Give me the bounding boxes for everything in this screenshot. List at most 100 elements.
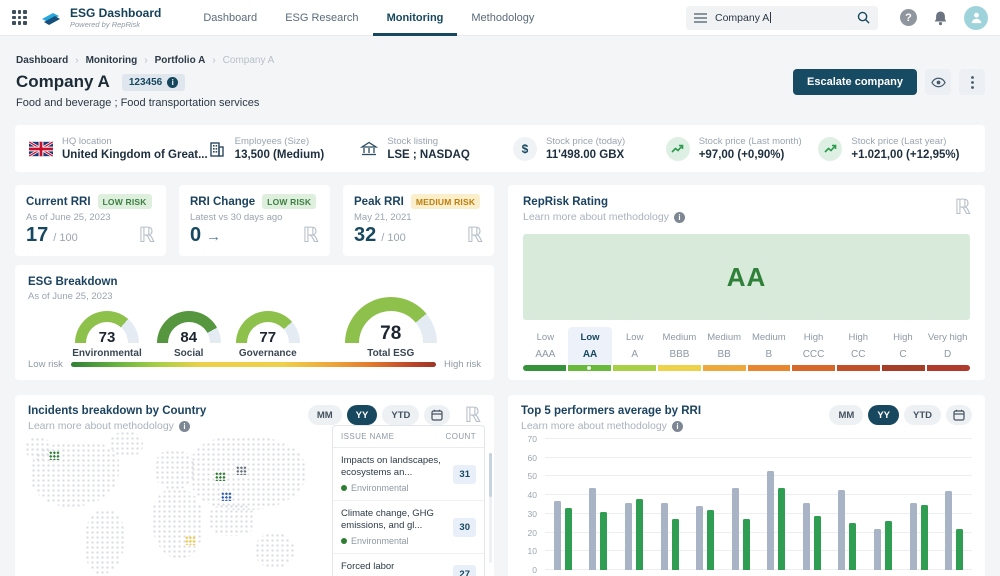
company-info-strip: HQ locationUnited Kingdom of Great... Em… — [15, 125, 985, 172]
watch-button[interactable] — [925, 69, 951, 95]
bar-gray — [767, 471, 774, 570]
learn-more-link[interactable]: Learn more about methodologyi — [523, 211, 970, 223]
scale-segment — [523, 365, 566, 371]
rating-value: AA — [727, 262, 767, 293]
bar-green — [707, 510, 714, 570]
bar-gray — [589, 488, 596, 570]
toggle-ytd[interactable]: YTD — [382, 405, 419, 425]
breadcrumb-item[interactable]: Dashboard — [16, 55, 68, 66]
bar-group — [652, 439, 688, 570]
breadcrumb: Dashboard›Monitoring›Portfolio A›Company… — [16, 55, 274, 66]
breadcrumb-separator: › — [75, 55, 78, 66]
toggle-yy[interactable]: YY — [868, 405, 899, 425]
info-item: HQ locationUnited Kingdom of Great... — [29, 136, 208, 161]
count-badge: 30 — [453, 518, 476, 537]
logo-icon — [39, 8, 63, 28]
calendar-button[interactable] — [424, 405, 450, 425]
map-region-australia — [255, 533, 294, 568]
reprisk-watermark-icon: ℝ — [138, 223, 155, 247]
esg-gauge-social: 84 Social — [157, 311, 221, 359]
bar-green — [814, 516, 821, 570]
y-tick-label: 20 — [528, 528, 537, 538]
bar-group — [758, 439, 794, 570]
esg-gauge-governance: 77 Governance — [236, 311, 300, 359]
incident-cluster — [49, 451, 60, 460]
reprisk-rating-card: RepRisk Rating Learn more about methodol… — [508, 185, 985, 380]
bar-group — [830, 439, 866, 570]
nav-item-esg-research[interactable]: ESG Research — [271, 0, 372, 36]
info-icon: i — [672, 421, 683, 432]
breadcrumb-item[interactable]: Monitoring — [86, 55, 138, 66]
more-actions-button[interactable] — [959, 69, 985, 95]
rating-box: AA — [523, 234, 970, 320]
bar-green — [743, 519, 750, 570]
app-launcher-icon[interactable] — [12, 10, 27, 25]
map-region-greenland — [110, 431, 143, 456]
current-rating-marker — [587, 366, 591, 370]
y-tick-label: 60 — [528, 453, 537, 463]
bar-green — [636, 499, 643, 570]
incident-cluster — [185, 536, 196, 545]
escalate-company-button[interactable]: Escalate company — [793, 69, 917, 95]
toggle-yy[interactable]: YY — [347, 405, 378, 425]
map-region-europe — [155, 450, 194, 489]
y-tick-label: 50 — [528, 471, 537, 481]
trend-up-icon — [818, 137, 842, 161]
table-scrollbar[interactable] — [489, 453, 492, 563]
bar-green — [778, 488, 785, 570]
scrollbar-thumb[interactable] — [489, 453, 492, 497]
scale-segment — [613, 365, 656, 371]
toggle-mm[interactable]: MM — [829, 405, 863, 425]
page-title: Company A — [16, 72, 110, 92]
breadcrumb-item[interactable]: Portfolio A — [155, 55, 206, 66]
nav-item-monitoring[interactable]: Monitoring — [373, 0, 458, 36]
nav-item-dashboard[interactable]: Dashboard — [189, 0, 271, 36]
bar-green — [565, 508, 572, 570]
map-region-south-asia — [209, 504, 254, 536]
issue-row[interactable]: Impacts on landscapes, ecosystems an... … — [333, 448, 484, 501]
info-item: Stock price (Last year)+1.021,00 (+12,95… — [818, 136, 971, 161]
bar-gray — [696, 506, 703, 570]
person-icon — [970, 11, 983, 24]
rri-value: 0 — [190, 224, 201, 247]
filter-list-icon — [694, 13, 707, 23]
uk-flag-icon — [29, 141, 53, 157]
card-title: ESG Breakdown — [28, 276, 481, 288]
search-icon[interactable] — [857, 11, 870, 24]
learn-more-link[interactable]: Learn more about methodologyi — [521, 420, 701, 432]
rri-bar-chart: 010203040506070 — [521, 439, 972, 570]
world-map — [25, 431, 327, 576]
search-input[interactable]: Company A — [686, 6, 878, 30]
toggle-ytd[interactable]: YTD — [904, 405, 941, 425]
rri-value: 17 — [26, 224, 48, 247]
rating-scale-cell-b: Medium B — [747, 327, 792, 366]
user-avatar[interactable] — [964, 6, 988, 30]
nav-item-methodology[interactable]: Methodology — [457, 0, 548, 36]
reprisk-watermark-icon: ℝ — [464, 403, 481, 427]
issue-row[interactable]: Forced labor Social 27 — [333, 554, 484, 576]
map-region-africa — [152, 489, 203, 559]
period-toggle-group: MMYYYTD — [829, 405, 972, 425]
issue-row[interactable]: Climate change, GHG emissions, and gl...… — [333, 501, 484, 554]
bar-green — [921, 505, 928, 571]
esg-gauge-total-esg: 78 Total ESG — [345, 297, 437, 359]
rri-value: 32 — [354, 224, 376, 247]
arrow-right-icon: → — [206, 228, 221, 245]
eye-icon — [931, 77, 946, 88]
notifications-button[interactable] — [933, 10, 948, 26]
info-icon[interactable]: i — [167, 77, 178, 88]
scale-segment — [837, 365, 880, 371]
incident-cluster — [221, 492, 232, 501]
question-icon: ? — [900, 9, 917, 26]
calendar-button[interactable] — [946, 405, 972, 425]
toggle-mm[interactable]: MM — [308, 405, 342, 425]
risk-badge: LOW RISK — [262, 194, 316, 209]
logo[interactable]: ESG Dashboard Powered by RepRisk — [39, 7, 161, 29]
help-button[interactable]: ? — [900, 9, 917, 26]
info-item: Stock listingLSE ; NASDAQ — [360, 136, 513, 161]
card-title: RepRisk Rating — [523, 196, 970, 208]
reprisk-watermark-icon: ℝ — [466, 223, 483, 247]
bar-group — [616, 439, 652, 570]
info-item: Employees (Size)13,500 (Medium) — [208, 136, 361, 161]
bar-group — [901, 439, 937, 570]
